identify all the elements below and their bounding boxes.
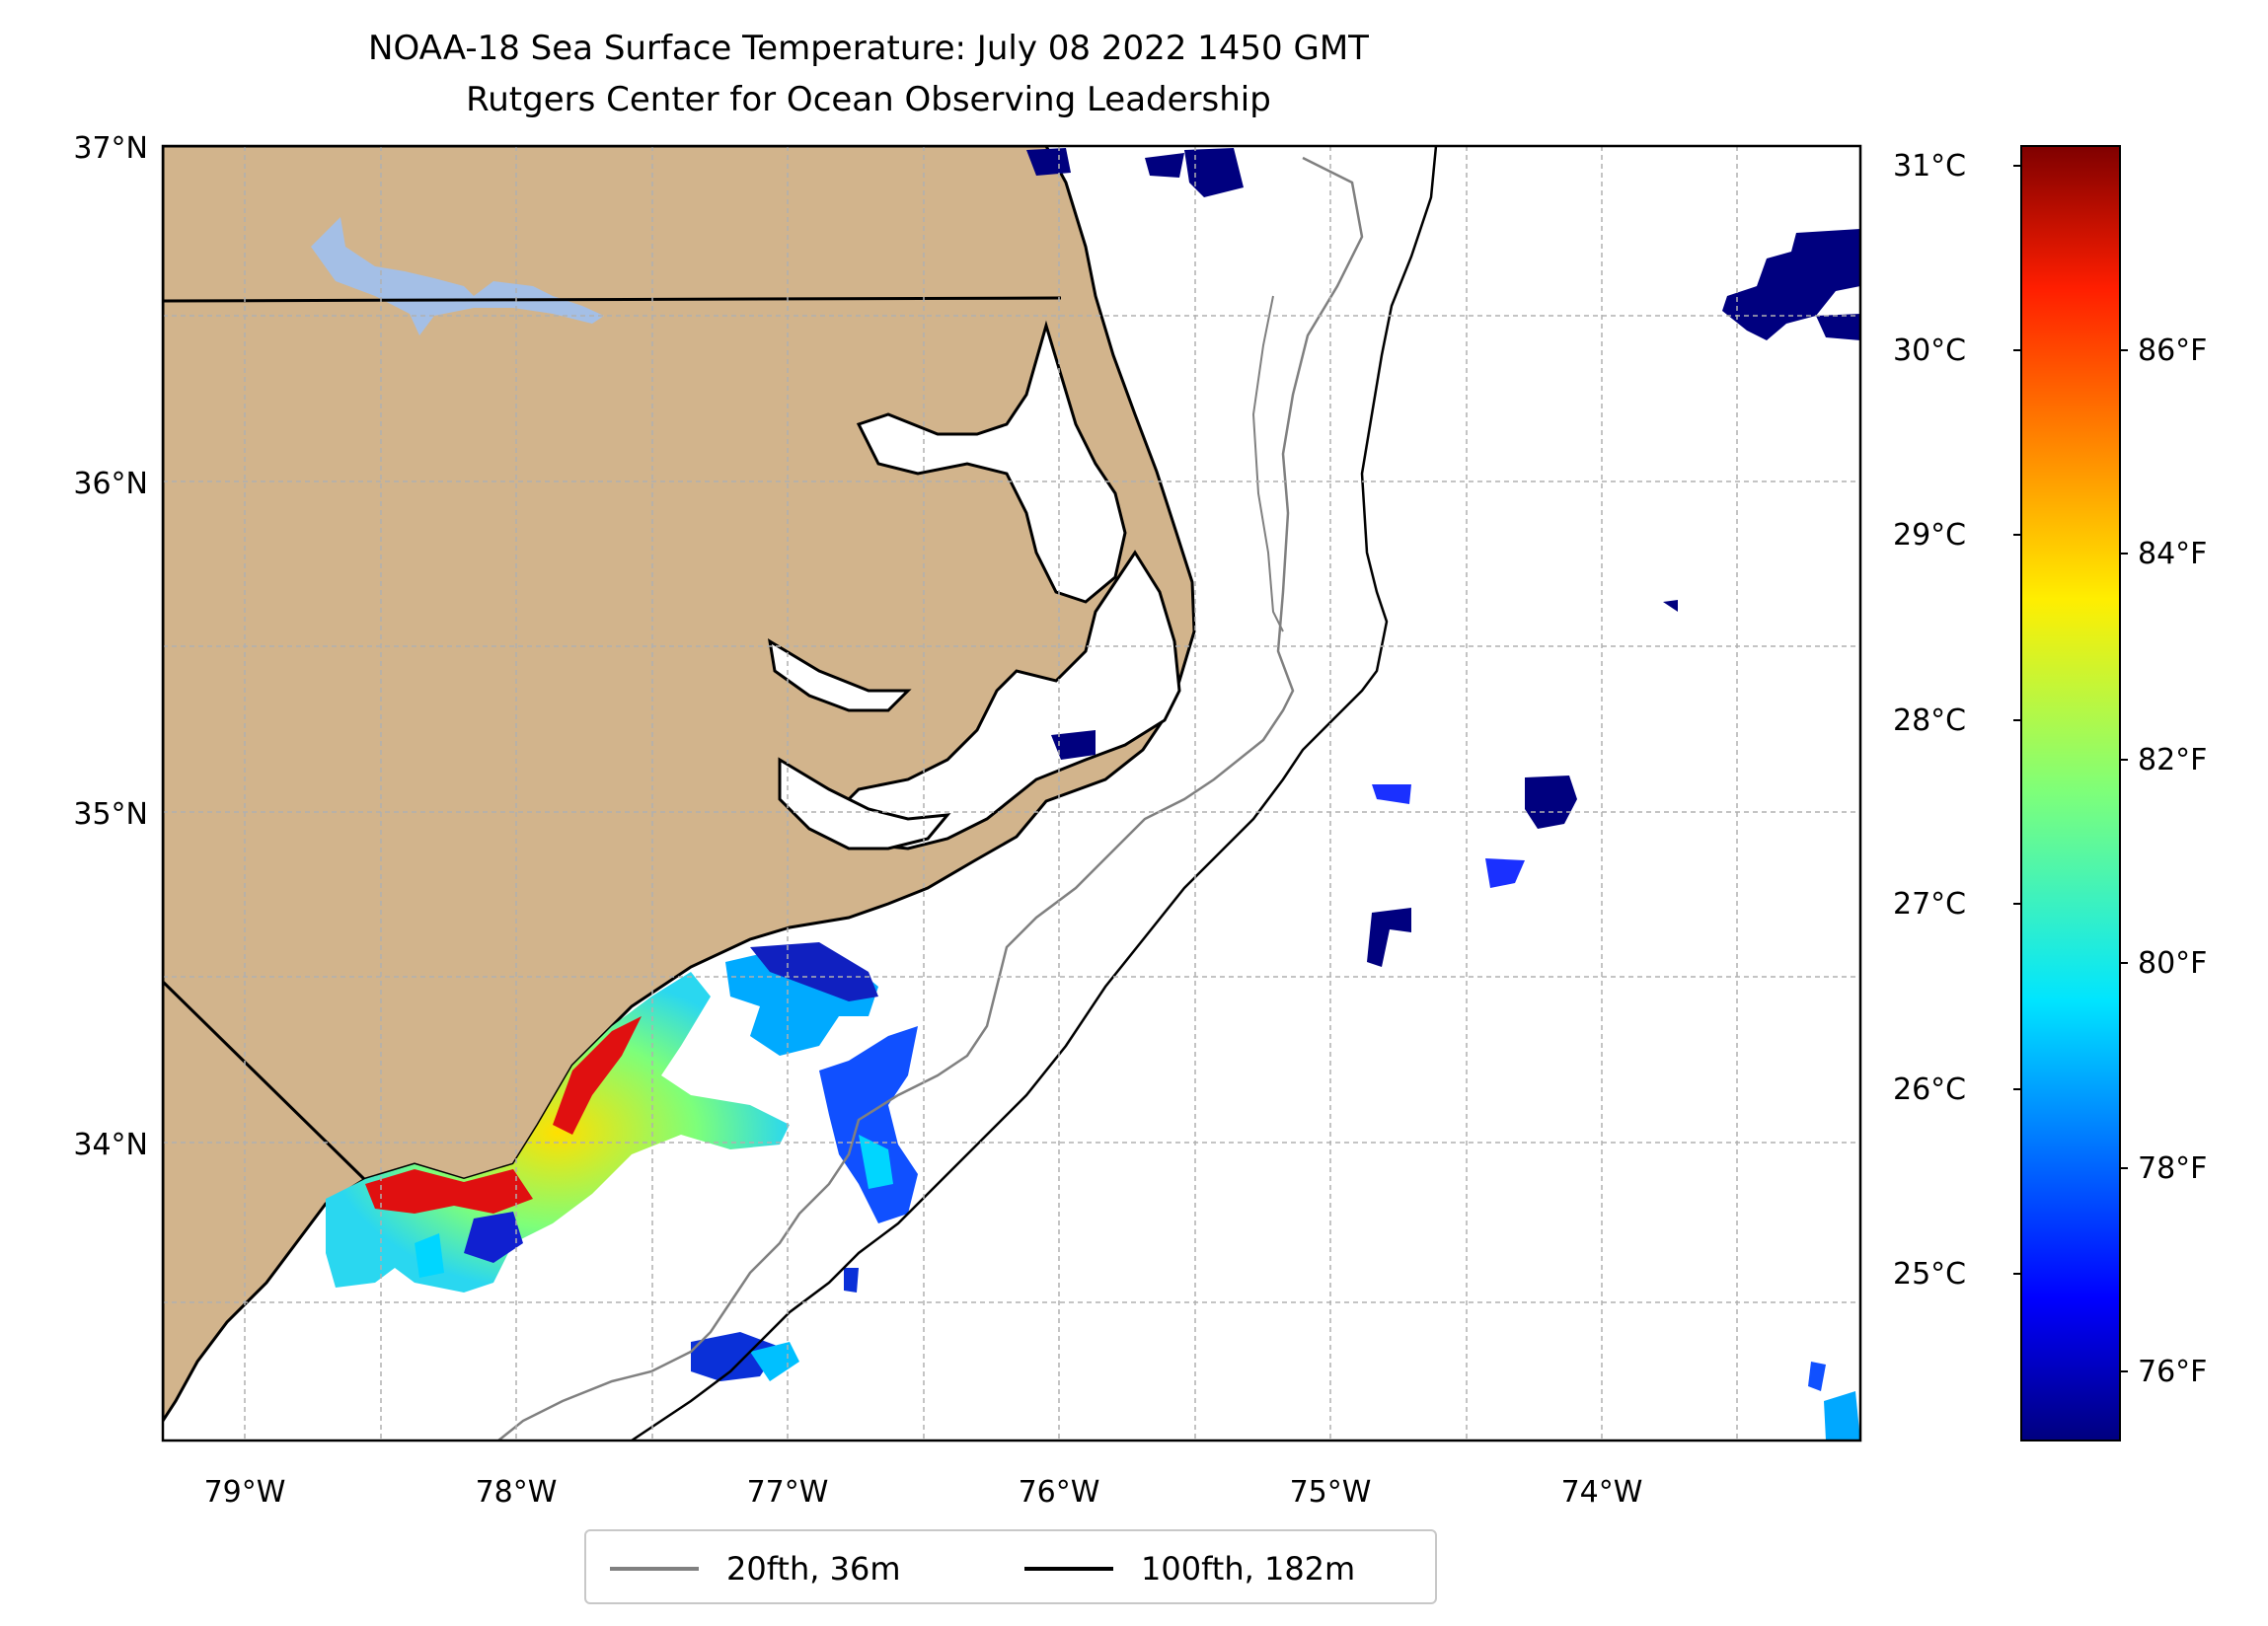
lon-tick-labels: 79°W 78°W 77°W 76°W 75°W 74°W [204, 1475, 1643, 1510]
legend-swatch [610, 1567, 699, 1571]
lat-tick-labels: 37°N 36°N 35°N 34°N [73, 131, 148, 1162]
lat-tick-label: 34°N [73, 1128, 148, 1162]
gridlines [163, 146, 1860, 1441]
colorbar-celsius-label: 27°C [1893, 887, 1966, 922]
legend-label: 20fth, 36m [726, 1550, 901, 1588]
legend: 20fth, 36m 100fth, 182m [584, 1529, 1437, 1604]
tar-river [767, 638, 912, 712]
isobath-20fth [497, 156, 1364, 1441]
colorbar-fahrenheit-label: 78°F [2138, 1151, 2207, 1186]
map-subtitle: Rutgers Center for Ocean Observing Leade… [466, 80, 1271, 119]
legend-item-100fth: 100fth, 182m [1024, 1549, 1355, 1589]
colorbar-celsius-label: 26°C [1893, 1072, 1966, 1107]
colorbar-celsius-label: 29°C [1893, 518, 1966, 553]
colorbar-celsius-label: 31°C [1893, 149, 1966, 184]
colorbar-fahrenheit-label: 82°F [2138, 743, 2207, 777]
colorbar-fahrenheit-label: 76°F [2138, 1355, 2207, 1389]
colorbar-fahrenheit-label: 86°F [2138, 333, 2207, 368]
map-area [163, 146, 1860, 1441]
colorbar-celsius-label: 25°C [1893, 1257, 1966, 1292]
colorbar-gradient [2020, 145, 2121, 1441]
shoal-contour [1251, 295, 1284, 632]
map-frame [161, 144, 1862, 1442]
nc-sc-border [163, 980, 367, 1182]
lon-tick-label: 79°W [204, 1475, 286, 1510]
colorbar: 31°C 30°C 29°C 28°C 27°C 26°C 25°C 86°F … [1893, 145, 2207, 1441]
lat-tick-label: 35°N [73, 797, 148, 832]
lat-tick-label: 37°N [73, 131, 148, 166]
legend-label: 100fth, 182m [1141, 1550, 1356, 1588]
sst-data [326, 148, 1860, 1441]
lon-tick-label: 78°W [476, 1475, 558, 1510]
legend-swatch [1024, 1567, 1113, 1571]
lat-tick-label: 36°N [73, 467, 148, 501]
va-nc-border [163, 296, 1062, 303]
map-title: NOAA-18 Sea Surface Temperature: July 08… [368, 29, 1369, 68]
neuse-river [778, 757, 951, 850]
colorbar-celsius-label: 30°C [1893, 333, 1966, 368]
colorbar-fahrenheit-label: 84°F [2138, 537, 2207, 571]
lon-tick-label: 74°W [1561, 1475, 1643, 1510]
colorbar-fahrenheit-label: 80°F [2138, 946, 2207, 981]
legend-item-20fth: 20fth, 36m [610, 1549, 900, 1589]
lon-tick-label: 77°W [747, 1475, 829, 1510]
colorbar-celsius-label: 28°C [1893, 703, 1966, 738]
kerr-lake [311, 217, 604, 335]
lon-tick-label: 75°W [1290, 1475, 1372, 1510]
lon-tick-label: 76°W [1019, 1475, 1100, 1510]
